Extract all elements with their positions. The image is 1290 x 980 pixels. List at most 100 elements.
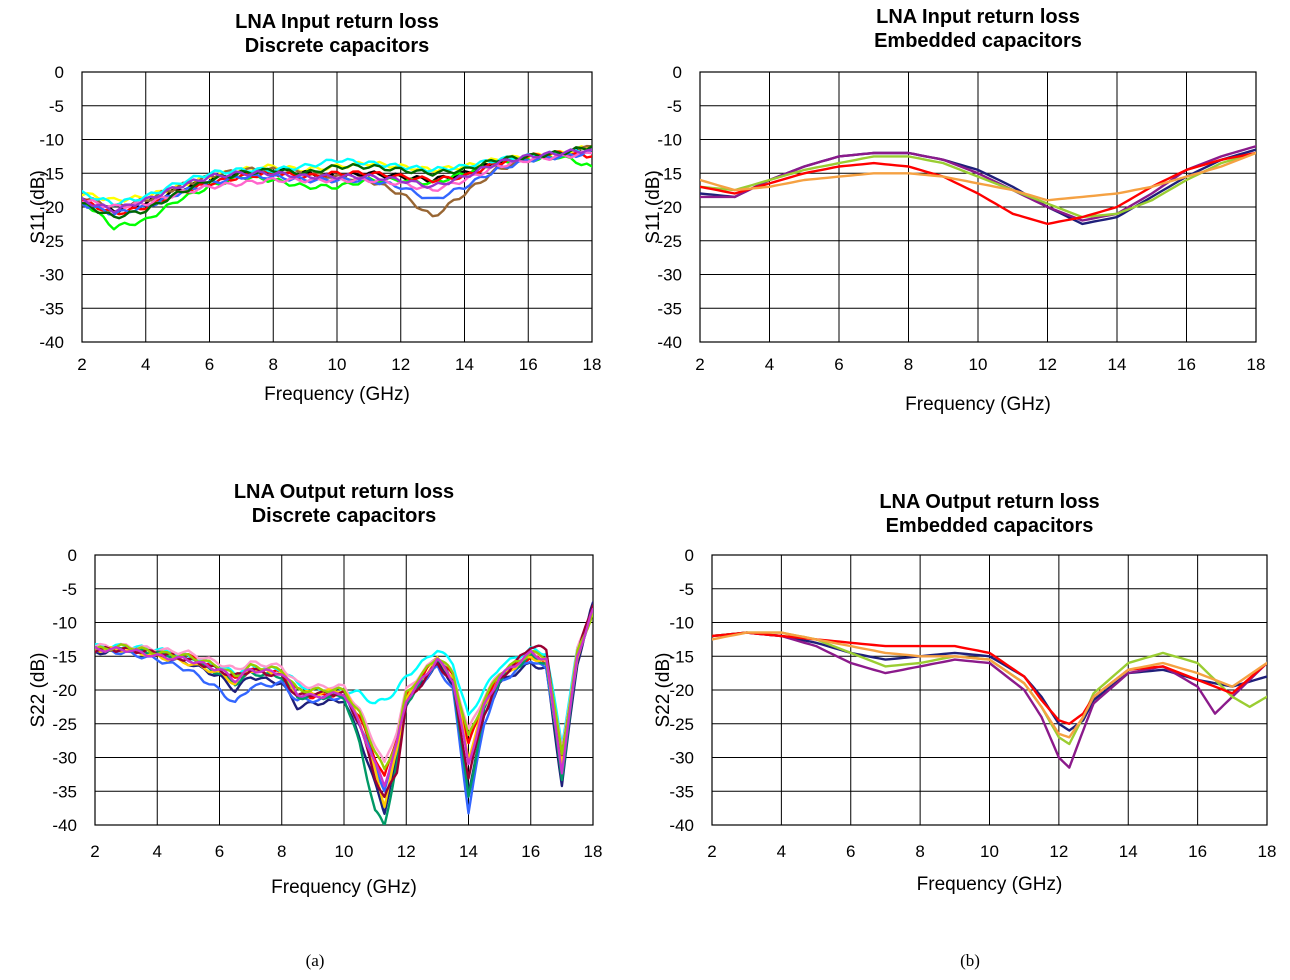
y-tick-label: 0 <box>68 546 77 565</box>
y-tick-label: -30 <box>669 749 694 768</box>
series-line-3 <box>82 154 592 231</box>
y-tick-label: -25 <box>52 715 77 734</box>
x-tick-label: 12 <box>1049 842 1068 861</box>
x-tick-label: 18 <box>584 842 603 861</box>
x-tick-label: 12 <box>397 842 416 861</box>
x-tick-label: 2 <box>695 355 704 374</box>
y-tick-label: -20 <box>39 198 64 217</box>
chart-title-line: LNA Output return loss <box>234 481 454 503</box>
y-tick-label: -15 <box>52 647 77 666</box>
y-tick-label: -10 <box>52 614 77 633</box>
chart-title-line: LNA Input return loss <box>235 11 439 33</box>
x-tick-label: 16 <box>519 355 538 374</box>
x-tick-label: 6 <box>846 842 855 861</box>
y-tick-label: -20 <box>52 681 77 700</box>
y-tick-label: 0 <box>673 63 682 82</box>
y-tick-label: -15 <box>669 647 694 666</box>
chart-title-line: Discrete capacitors <box>245 35 430 57</box>
y-tick-label: -35 <box>657 299 682 318</box>
y-tick-label: -5 <box>667 97 682 116</box>
y-tick-label: -40 <box>52 816 77 835</box>
y-tick-label: -30 <box>657 266 682 285</box>
y-tick-label: -15 <box>39 164 64 183</box>
x-tick-label: 4 <box>153 842 162 861</box>
caption-a: (a) <box>306 951 325 970</box>
series-line-8 <box>95 604 593 799</box>
y-tick-label: -25 <box>669 715 694 734</box>
x-tick-label: 14 <box>459 842 478 861</box>
x-tick-label: 14 <box>1108 355 1127 374</box>
plot-area <box>711 554 1268 826</box>
series-line-5 <box>712 631 1267 739</box>
x-tick-label: 4 <box>777 842 786 861</box>
x-tick-label: 10 <box>328 355 347 374</box>
series-group <box>700 145 1256 226</box>
x-tick-label: 10 <box>335 842 354 861</box>
chart-title-line: LNA Input return loss <box>876 6 1080 28</box>
x-tick-label: 14 <box>1119 842 1138 861</box>
y-tick-label: 0 <box>685 546 694 565</box>
x-tick-label: 2 <box>707 842 716 861</box>
y-tick-label: -10 <box>669 614 694 633</box>
y-tick-label: -5 <box>679 580 694 599</box>
y-axis-label: S22 (dB) <box>653 653 674 728</box>
y-axis-label: S11 (dB) <box>28 170 49 244</box>
y-axis-label: S11 (dB) <box>643 170 664 244</box>
series-line-4 <box>700 151 1256 226</box>
caption-b: (b) <box>960 951 980 970</box>
x-tick-label: 18 <box>583 355 602 374</box>
y-tick-label: -30 <box>52 749 77 768</box>
x-tick-label: 18 <box>1258 842 1277 861</box>
x-tick-label: 8 <box>915 842 924 861</box>
y-tick-label: -35 <box>39 299 64 318</box>
y-tick-label: -35 <box>52 782 77 801</box>
y-tick-label: -5 <box>62 580 77 599</box>
x-axis-label: Frequency (GHz) <box>917 874 1063 895</box>
x-axis-label: Frequency (GHz) <box>905 394 1051 415</box>
series-group <box>95 601 593 825</box>
y-tick-label: -25 <box>39 232 64 251</box>
x-tick-label: 4 <box>765 355 774 374</box>
x-tick-label: 12 <box>391 355 410 374</box>
series-group <box>82 144 592 231</box>
y-tick-label: -30 <box>39 266 64 285</box>
y-tick-label: 0 <box>55 63 64 82</box>
x-tick-label: 8 <box>277 842 286 861</box>
y-tick-label: -10 <box>657 131 682 150</box>
y-tick-label: -40 <box>39 333 64 352</box>
y-tick-label: -20 <box>669 681 694 700</box>
x-tick-label: 16 <box>521 842 540 861</box>
x-tick-label: 2 <box>90 842 99 861</box>
plot-area <box>94 554 594 826</box>
x-tick-label: 16 <box>1177 355 1196 374</box>
y-tick-label: -20 <box>657 198 682 217</box>
chart-title-line: LNA Output return loss <box>879 491 1099 513</box>
chart-title-line: Embedded capacitors <box>874 30 1082 52</box>
series-line-9 <box>82 145 592 220</box>
x-tick-label: 12 <box>1038 355 1057 374</box>
x-axis-label: Frequency (GHz) <box>264 384 410 405</box>
plot-area <box>699 71 1257 343</box>
series-line-3 <box>700 151 1256 219</box>
x-tick-label: 6 <box>205 355 214 374</box>
x-tick-label: 18 <box>1247 355 1266 374</box>
x-tick-label: 8 <box>904 355 913 374</box>
y-tick-label: -5 <box>49 97 64 116</box>
series-line-4 <box>95 607 593 815</box>
series-line-7 <box>82 150 592 217</box>
chart-title-line: Embedded capacitors <box>886 515 1094 537</box>
chart-title-line: Discrete capacitors <box>252 505 437 527</box>
y-axis-label: S22 (dB) <box>28 653 49 728</box>
x-tick-label: 6 <box>834 355 843 374</box>
series-line-10 <box>82 148 592 214</box>
series-line-10 <box>95 607 593 788</box>
y-tick-label: -40 <box>657 333 682 352</box>
x-tick-label: 10 <box>980 842 999 861</box>
plot-area <box>81 71 593 343</box>
